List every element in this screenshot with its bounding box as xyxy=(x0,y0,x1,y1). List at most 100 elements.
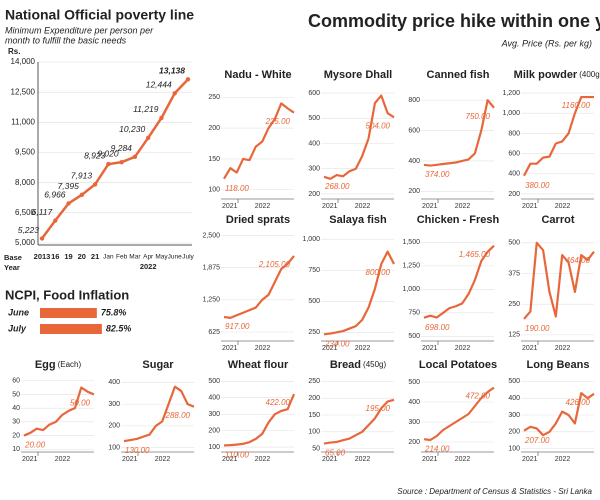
y-tick-label: 500 xyxy=(508,240,520,247)
y-tick-label: 300 xyxy=(408,419,420,426)
x-label: 2021 xyxy=(522,456,538,463)
x-tick-label: 16 xyxy=(51,252,59,261)
bar-label: June xyxy=(8,307,29,317)
y-tick-label: 400 xyxy=(308,140,320,147)
line xyxy=(423,244,495,319)
y-tick-label: 150 xyxy=(208,156,220,163)
data-label: 110.00 xyxy=(225,451,249,460)
y-tick-label: 400 xyxy=(508,395,520,402)
data-label: 800.00 xyxy=(366,268,391,277)
y-tick-label: 300 xyxy=(108,401,120,408)
x-label: 2022 xyxy=(555,203,571,210)
data-label: 12,444 xyxy=(146,80,172,90)
y-tick-label: 400 xyxy=(508,171,520,178)
line xyxy=(323,94,395,180)
data-label: 10,230 xyxy=(119,124,145,134)
chart-title: Long Beans xyxy=(527,359,590,371)
point xyxy=(185,77,191,82)
y-tick-label: 500 xyxy=(408,379,420,386)
y-tick-label: 400 xyxy=(408,158,420,165)
line xyxy=(223,393,296,447)
chart-title: Canned fish xyxy=(427,69,490,81)
chart-title: Salaya fish xyxy=(329,214,387,226)
point xyxy=(92,182,98,187)
line xyxy=(423,99,495,167)
y-tick-label: 2,500 xyxy=(202,232,220,239)
bar xyxy=(40,324,102,334)
y-tick-label: 100 xyxy=(308,429,320,436)
line xyxy=(223,102,295,180)
ncpi-title: NCPI, Food Inflation xyxy=(5,287,129,302)
y-tick-label: 250 xyxy=(308,378,320,385)
x-label: 2022 xyxy=(455,345,471,352)
x-tick-label: Apr xyxy=(143,254,154,261)
y-tick-label: 1,250 xyxy=(402,263,420,270)
y-tick-label: 300 xyxy=(308,166,320,173)
x-label: 2022 xyxy=(455,456,471,463)
x-label: 2022 xyxy=(455,203,471,210)
y-tick-label: 200 xyxy=(208,427,220,434)
y-tick-label: 200 xyxy=(508,429,520,436)
x-tick-label: June xyxy=(168,254,182,261)
y-tick-label: 1,200 xyxy=(502,90,520,97)
chart-title-text: Nadu - White xyxy=(224,69,291,81)
y-tick-label: 200 xyxy=(308,395,320,402)
x-label: 2021 xyxy=(322,345,338,352)
data-label: 9,020 xyxy=(97,148,119,158)
y-tick-label: 30 xyxy=(12,419,20,426)
y-tick-label: 9,500 xyxy=(15,148,36,157)
x-label: 2021 xyxy=(22,456,38,463)
data-label: 20.00 xyxy=(24,441,46,450)
x-label: 2021 xyxy=(222,345,238,352)
data-label: 698.00 xyxy=(425,323,450,332)
y-tick-label: 500 xyxy=(508,378,520,385)
x-label: 2021 xyxy=(422,456,438,463)
y-tick-label: 300 xyxy=(208,411,220,418)
chart-title-text: Carrot xyxy=(541,214,574,226)
base-label: Base xyxy=(4,253,22,262)
y-tick-label: 50 xyxy=(312,445,320,452)
poverty-subtitle: Minimum Expenditure per person per xyxy=(5,25,154,35)
data-label: 13,138 xyxy=(159,66,185,76)
x-tick-label: 19 xyxy=(64,252,72,261)
y-tick-label: 400 xyxy=(108,379,120,386)
x-label: 2021 xyxy=(422,203,438,210)
data-label: 50.00 xyxy=(70,399,91,408)
x-label: 2021 xyxy=(522,203,538,210)
y-tick-label: 100 xyxy=(108,444,120,451)
year-label: 2022 xyxy=(140,262,157,271)
bar-label: July xyxy=(8,323,27,333)
chart-title: Carrot xyxy=(541,214,574,226)
line xyxy=(123,385,195,443)
chart-title: Wheat flour xyxy=(228,359,289,371)
main-title: Commodity price hike within one year xyxy=(308,11,600,31)
y-tick-label: 600 xyxy=(508,150,520,157)
y-tick-label: 400 xyxy=(208,395,220,402)
x-tick-label: Jan xyxy=(103,254,114,261)
y-tick-label: 1,500 xyxy=(402,239,420,246)
data-label: 234.00 xyxy=(324,339,350,348)
y-tick-label: 250 xyxy=(208,94,220,101)
data-label: 5,223 xyxy=(18,225,40,235)
y-tick-label: 125 xyxy=(508,332,520,339)
data-label: 288.00 xyxy=(165,411,191,420)
y-tick-label: 1,000 xyxy=(502,110,520,117)
y-tick-label: 375 xyxy=(508,270,520,277)
line xyxy=(523,392,595,437)
data-label: 750.00 xyxy=(466,112,491,121)
y-tick-label: 10 xyxy=(12,446,20,453)
chart-title-text: Mysore Dhall xyxy=(324,69,392,81)
y-tick-label: 60 xyxy=(12,378,20,385)
data-label: 9,284 xyxy=(111,143,133,153)
x-label: 2022 xyxy=(255,456,271,463)
line xyxy=(423,386,495,442)
chart-title: Mysore Dhall xyxy=(324,69,392,81)
data-label: 7,395 xyxy=(58,181,80,191)
poverty-title: National Official poverty line xyxy=(5,7,194,23)
y-tick-label: 8,000 xyxy=(15,178,36,187)
y-tick-label: 800 xyxy=(508,130,520,137)
data-label: 464.00 xyxy=(566,256,591,265)
y-tick-label: 800 xyxy=(408,97,420,104)
data-label: 268.00 xyxy=(324,182,350,191)
line xyxy=(23,386,95,437)
